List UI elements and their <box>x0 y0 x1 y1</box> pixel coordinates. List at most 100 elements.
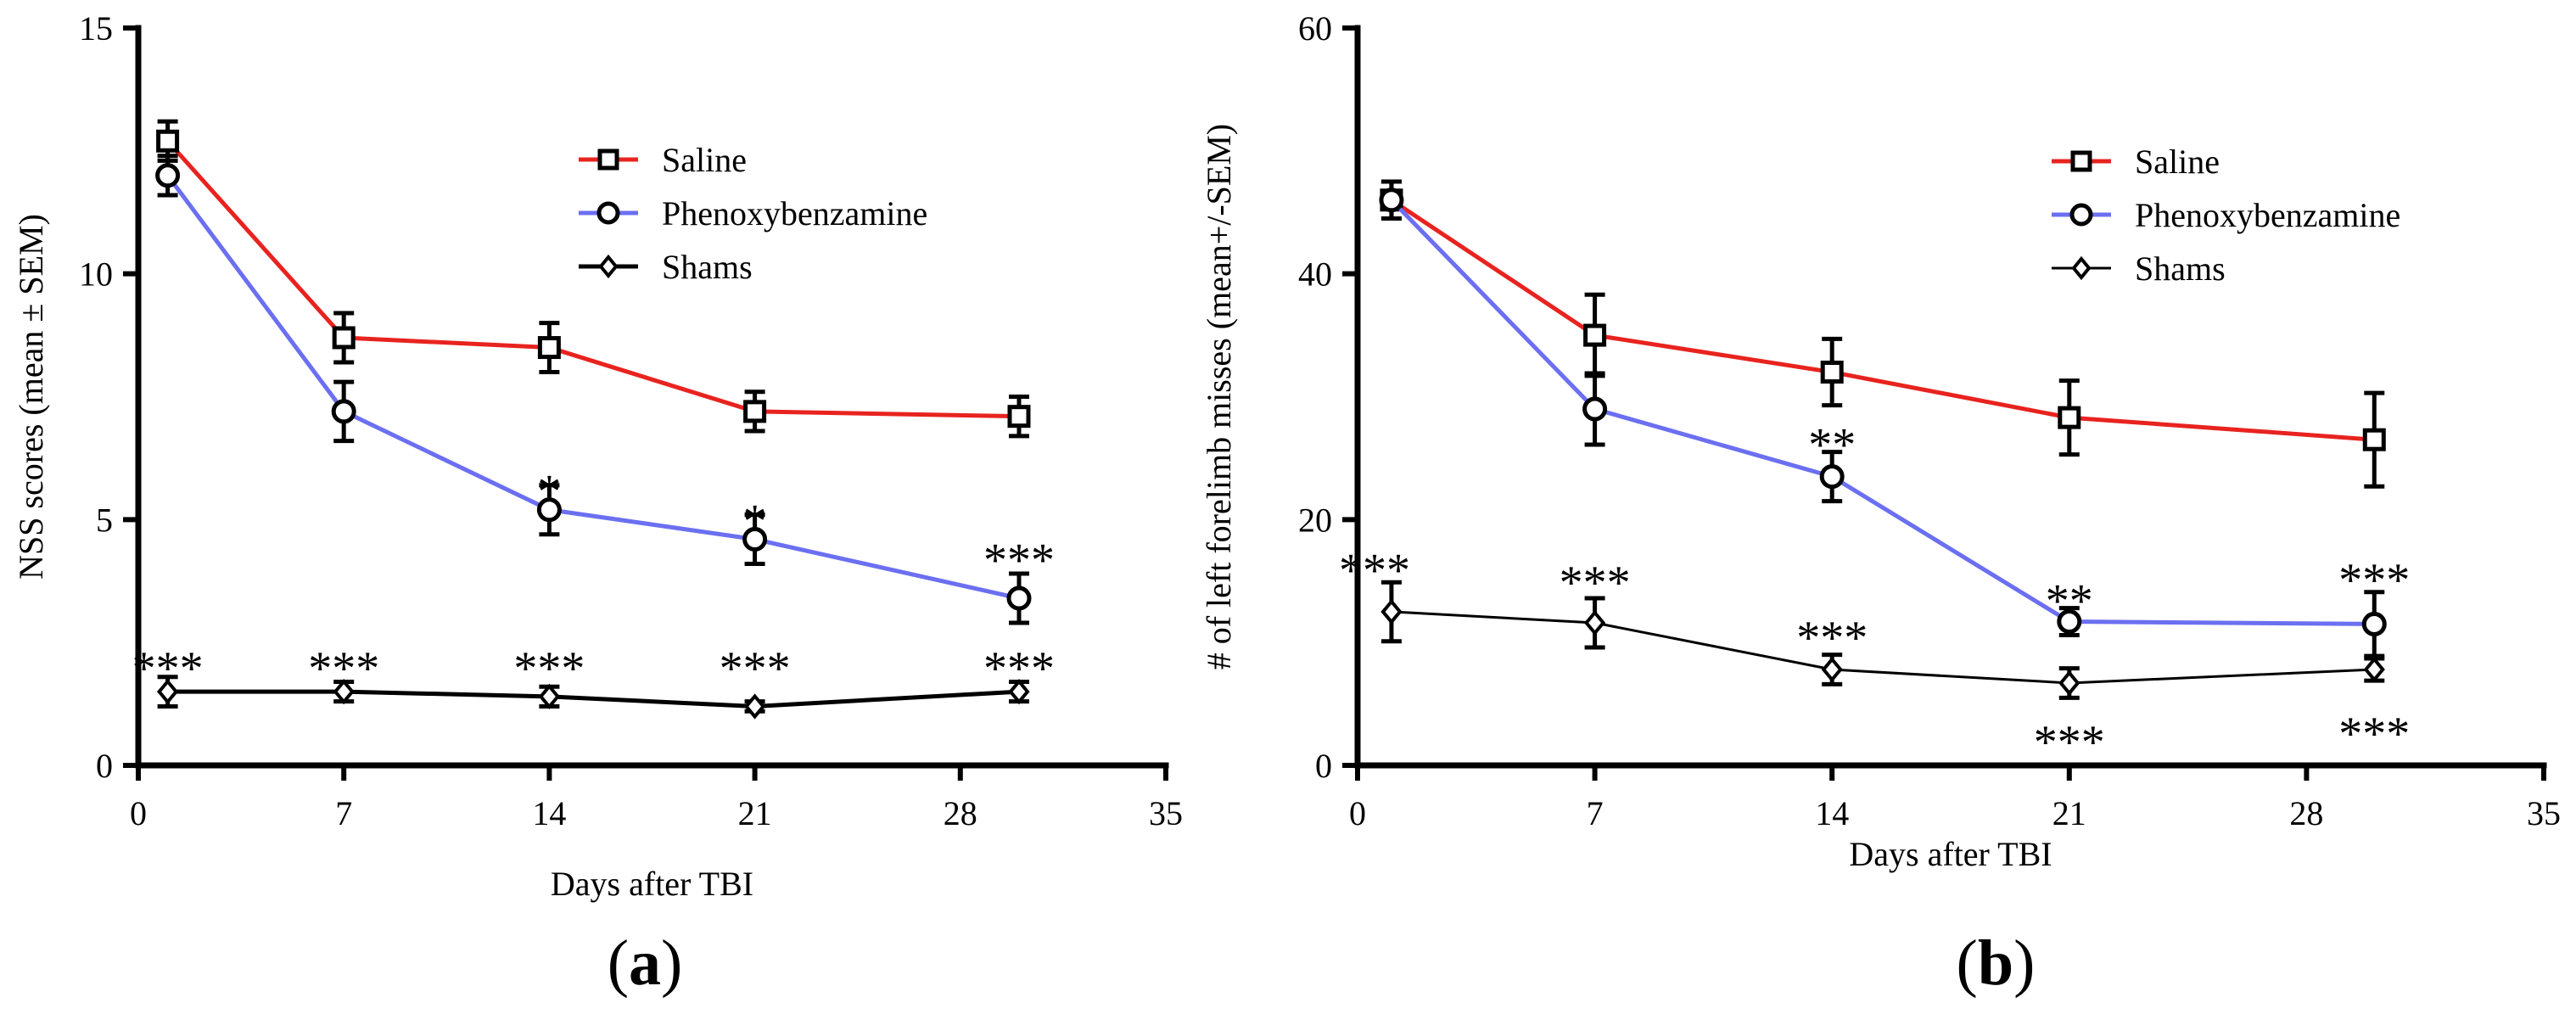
legend: Saline Phenoxybenzamine Shams <box>2052 143 2400 288</box>
x-tick-label: 0 <box>1349 794 1366 832</box>
data-point-square <box>332 326 356 350</box>
data-point-diamond <box>538 683 561 710</box>
series-line <box>1390 199 2375 626</box>
significance-marker: * <box>743 495 767 547</box>
data-point-diamond <box>1008 678 1030 705</box>
significance-marker: *** <box>720 642 791 695</box>
y-tick-label: 20 <box>1298 501 1332 539</box>
legend-marker-diamond <box>2071 255 2092 281</box>
data-point-circle <box>155 163 181 188</box>
x-tick-label: 28 <box>2289 794 2323 832</box>
data-point-diamond <box>743 693 766 720</box>
y-axis-label: # of left forelimb misses (mean+/-SEM) <box>1200 124 1238 670</box>
legend-marker-square <box>2070 150 2092 172</box>
y-tick-label: 60 <box>1298 9 1332 48</box>
data-point-circle <box>536 497 562 523</box>
legend-label: Saline <box>2135 143 2220 181</box>
data-point-diamond <box>1583 609 1606 636</box>
significance-marker: *** <box>2338 708 2410 760</box>
data-point-square <box>1007 405 1031 429</box>
data-point-circle <box>2057 609 2082 635</box>
data-point-square <box>2362 428 2386 451</box>
data-point-circle <box>742 527 768 552</box>
panel-label: (a) <box>608 927 683 999</box>
x-tick-label: 7 <box>1587 794 1604 832</box>
series-phenoxybenzamine <box>1379 179 2387 658</box>
significance-marker: *** <box>983 535 1055 587</box>
y-tick-label: 0 <box>1315 747 1332 785</box>
y-tick-label: 15 <box>79 9 113 48</box>
data-point-diamond <box>156 678 179 705</box>
chart-panel-b: 0 7 14 21 28 35 0 20 40 60 Days after TBI # of left… <box>1200 9 2561 999</box>
x-tick-label: 35 <box>1149 794 1183 832</box>
significance-marker: *** <box>983 642 1055 695</box>
x-axis-label: Days after TBI <box>1849 835 2052 873</box>
legend-marker-square <box>597 148 619 171</box>
legend-label: Phenoxybenzamine <box>2135 196 2400 234</box>
y-axis-label: NSS scores (mean ± SEM) <box>12 214 50 580</box>
x-axis-label: Days after TBI <box>551 865 753 903</box>
legend-marker-circle <box>2069 203 2093 227</box>
x-tick-label: 14 <box>532 794 566 832</box>
panel-label-letter: a <box>629 927 661 999</box>
chart-panel-a: 0 7 14 21 28 35 0 5 10 15 Days after TBI NSS scores… <box>12 9 1183 999</box>
legend-label: Phenoxybenzamine <box>662 194 927 232</box>
series-line <box>167 689 1020 709</box>
series-line <box>1390 198 2375 442</box>
significance-marker: *** <box>1796 612 1868 664</box>
data-point-diamond <box>1380 598 1403 625</box>
legend-label: Saline <box>662 141 747 179</box>
y-tick-label: 0 <box>96 747 113 785</box>
significance-marker: *** <box>1560 557 1631 609</box>
data-point-circle <box>2361 611 2387 636</box>
series-shams <box>156 675 1030 720</box>
data-point-diamond <box>1821 656 1843 683</box>
y-tick-label: 5 <box>96 501 113 539</box>
x-tick-label: 14 <box>1815 794 1849 832</box>
significance-marker: *** <box>1339 544 1410 597</box>
y-tick-label: 40 <box>1298 255 1332 294</box>
x-tick-label: 7 <box>335 794 352 832</box>
x-tick-label: 28 <box>944 794 977 832</box>
data-point-circle <box>1379 188 1404 213</box>
x-tick-label: 21 <box>2052 794 2086 832</box>
legend-marker-circle <box>596 201 620 225</box>
panel-label: (b) <box>1957 927 2036 999</box>
significance-marker: ** <box>1808 419 1856 472</box>
significance-marker: *** <box>308 642 379 695</box>
significance-marker: *** <box>2034 716 2105 769</box>
significance-marker: *** <box>2338 554 2410 607</box>
series-shams <box>1380 580 2385 700</box>
data-point-circle <box>331 399 356 424</box>
legend-marker-diamond <box>598 254 619 279</box>
data-point-diamond <box>2363 656 2385 683</box>
data-point-square <box>537 336 561 360</box>
series-line <box>165 139 1020 419</box>
panel-label-letter: b <box>1978 927 2013 999</box>
data-point-square <box>743 400 767 423</box>
data-point-square <box>1820 361 1844 384</box>
data-point-diamond <box>333 678 355 705</box>
y-tick-label: 10 <box>79 255 113 294</box>
legend-label: Shams <box>662 248 753 286</box>
x-tick-label: 21 <box>738 794 772 832</box>
significance-marker: *** <box>132 642 204 695</box>
data-point-square <box>2058 406 2081 429</box>
significance-marker: ** <box>2046 574 2093 627</box>
significance-marker: *** <box>513 642 585 695</box>
series-line <box>165 174 1020 601</box>
data-point-diamond <box>2058 669 2080 697</box>
significance-marker: * <box>537 466 561 518</box>
series-saline <box>156 119 1031 439</box>
x-tick-label: 35 <box>2527 794 2561 832</box>
legend-label: Shams <box>2135 249 2226 288</box>
data-point-circle <box>1582 396 1608 422</box>
data-point-circle <box>1006 585 1032 611</box>
legend: Saline Phenoxybenzamine Shams <box>579 141 927 286</box>
data-point-square <box>156 129 180 153</box>
series-phenoxybenzamine <box>155 154 1032 625</box>
data-point-circle <box>1819 464 1845 490</box>
data-point-square <box>1583 323 1607 347</box>
x-tick-label: 0 <box>130 794 147 832</box>
